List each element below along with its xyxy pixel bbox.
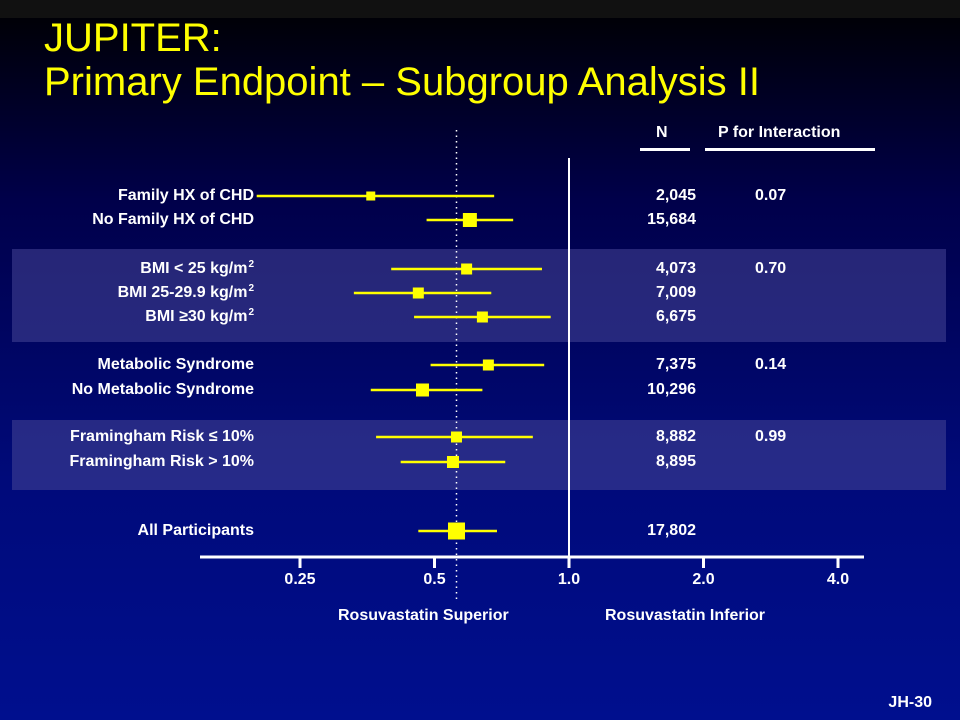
row-n-value: 4,073: [655, 260, 696, 277]
row-label-superscript: 2: [248, 259, 254, 270]
x-tick-label: 4.0: [826, 571, 850, 588]
title-line-2: Primary Endpoint – Subgroup Analysis II: [44, 60, 760, 104]
row-label-text: BMI 25-29.9 kg/m: [117, 284, 248, 301]
p-header-underline: [705, 148, 875, 151]
row-label-text: Framingham Risk > 10%: [69, 453, 254, 470]
slide-footer-code: JH-30: [888, 694, 932, 711]
band-framingham: [12, 420, 946, 490]
row-n-value: 15,684: [647, 211, 696, 228]
x-tick-label: 0.25: [284, 571, 316, 588]
row-n-value: 8,882: [655, 428, 696, 445]
row-n-value: 7,375: [655, 356, 696, 373]
row-label-text: Family HX of CHD: [117, 187, 254, 204]
hr-marker: [415, 383, 429, 397]
row-label-text: BMI ≥30 kg/m: [145, 308, 248, 325]
row-label: Framingham Risk > 10%: [69, 453, 254, 471]
row-label-superscript: 2: [248, 307, 254, 318]
row-label: BMI ≥30 kg/m2: [145, 307, 254, 328]
row-n-value: 7,009: [655, 284, 696, 301]
row-label: No Metabolic Syndrome: [72, 381, 254, 399]
title-line-1: JUPITER:: [44, 16, 222, 60]
row-label-text: Metabolic Syndrome: [97, 356, 254, 373]
n-header-underline: [640, 148, 690, 151]
row-label: No Family HX of CHD: [92, 211, 254, 229]
row-label-text: BMI < 25 kg/m: [140, 260, 248, 277]
row-p-value: 0.14: [755, 356, 787, 373]
hr-marker: [446, 456, 459, 468]
hr-marker: [366, 191, 376, 201]
hr-marker: [450, 431, 462, 443]
row-label: Metabolic Syndrome: [98, 356, 254, 374]
hr-marker: [476, 311, 488, 323]
row-n-value: 8,895: [655, 453, 696, 470]
slide-title: JUPITER: Primary Endpoint – Subgroup Ana…: [44, 16, 760, 104]
row-n-value: 6,675: [655, 308, 696, 325]
row-n-value: 10,296: [647, 381, 696, 398]
x-tick-label: 0.5: [423, 571, 446, 588]
row-p-value: 0.07: [755, 187, 787, 204]
hr-marker: [461, 263, 473, 275]
row-label: BMI < 25 kg/m2: [140, 259, 254, 280]
row-n-value: 17,802: [647, 522, 696, 539]
n-column-header: N: [656, 124, 668, 141]
row-label: Family HX of CHD: [118, 187, 254, 205]
row-label-text: No Metabolic Syndrome: [71, 381, 254, 398]
hr-marker: [447, 522, 465, 540]
hr-marker: [462, 213, 477, 227]
p-column-header: P for Interaction: [718, 124, 841, 141]
left-direction-label: Rosuvastatin Superior: [338, 607, 509, 624]
row-p-value: 0.99: [755, 428, 787, 445]
row-label: All Participants: [138, 522, 254, 540]
hr-marker: [412, 287, 424, 299]
row-label-superscript: 2: [248, 283, 254, 294]
row-p-value: 0.70: [755, 260, 787, 277]
row-n-value: 2,045: [655, 187, 696, 204]
row-label-text: Framingham Risk ≤ 10%: [70, 428, 254, 445]
row-label: BMI 25-29.9 kg/m2: [117, 283, 254, 304]
row-label-text: No Family HX of CHD: [92, 211, 254, 228]
hr-marker: [482, 359, 494, 371]
x-tick-label: 1.0: [557, 571, 581, 588]
x-tick-label: 2.0: [692, 571, 715, 588]
right-direction-label: Rosuvastatin Inferior: [605, 607, 766, 624]
row-label: Framingham Risk ≤ 10%: [70, 428, 254, 446]
row-label-text: All Participants: [137, 522, 254, 539]
band-bmi: [12, 249, 946, 342]
top-bar: [0, 0, 960, 18]
